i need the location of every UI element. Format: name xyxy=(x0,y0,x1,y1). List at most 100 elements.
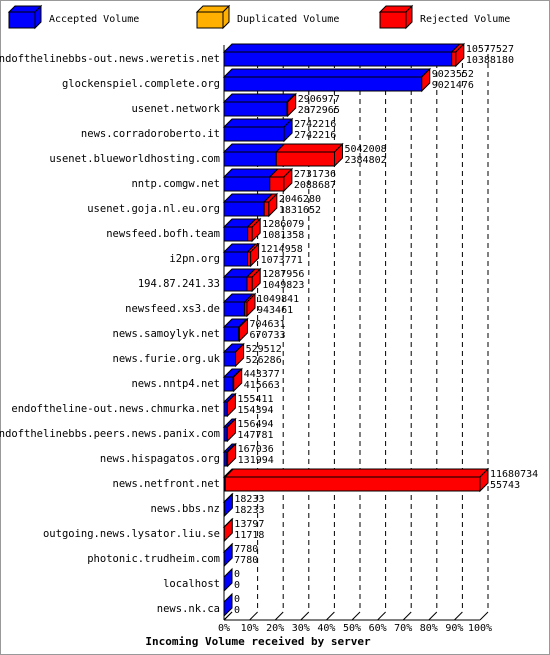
value-label: 154394 xyxy=(237,405,273,416)
legend-label: Rejected Volume xyxy=(420,14,510,25)
y-tick-label: news.nntp4.net xyxy=(131,378,220,390)
bar xyxy=(223,51,453,67)
bar-side xyxy=(251,217,261,243)
value-label: 443377 xyxy=(244,369,280,380)
value-label: 9021476 xyxy=(432,80,474,91)
y-tick-label: newsfeed.xs3.de xyxy=(125,303,220,315)
bar-side xyxy=(223,592,233,618)
bar-side xyxy=(283,167,293,193)
value-label: 0 xyxy=(234,569,240,580)
x-tick-label: 70% xyxy=(394,623,412,634)
bar-side xyxy=(226,392,236,418)
bar-top xyxy=(222,93,297,103)
bar-side xyxy=(334,142,344,168)
value-label: 155411 xyxy=(237,394,273,405)
x-axis-title: Incoming Volume received by server xyxy=(145,635,371,648)
bar xyxy=(223,276,248,292)
value-label: 2046280 xyxy=(279,194,321,205)
bar-side xyxy=(287,92,297,118)
bar-side xyxy=(235,342,245,368)
bar-side xyxy=(238,317,248,343)
y-tick-label: news.samoylyk.net xyxy=(113,328,220,340)
bar xyxy=(269,176,285,192)
bar xyxy=(263,201,270,217)
value-label: 529512 xyxy=(246,344,282,355)
bar-top xyxy=(222,168,279,178)
x-tick-label: 90% xyxy=(445,623,463,634)
bar-side xyxy=(251,267,261,293)
bar-side xyxy=(250,242,260,268)
x-tick xyxy=(249,611,258,621)
x-tick xyxy=(377,611,386,621)
bar xyxy=(223,376,234,392)
y-tick-label: news.furie.org.uk xyxy=(113,353,221,365)
x-tick-label: 20% xyxy=(266,623,284,634)
bar xyxy=(223,201,265,217)
bar xyxy=(223,251,249,267)
bar xyxy=(224,476,481,492)
value-label: 7780 xyxy=(234,555,258,566)
bar-top xyxy=(222,118,294,128)
x-tick-label: 10% xyxy=(241,623,259,634)
bar xyxy=(275,151,336,167)
y-tick-label: 194.87.241.33 xyxy=(138,278,220,290)
x-tick-label: 0% xyxy=(218,623,230,634)
legend-swatch xyxy=(379,11,407,29)
bar xyxy=(451,51,457,67)
bar-side xyxy=(233,367,243,393)
value-label: 10577527 xyxy=(466,44,514,55)
bar-side xyxy=(479,467,489,493)
value-label: 1049841 xyxy=(257,294,299,305)
value-label: 18233 xyxy=(234,505,264,516)
value-label: 131994 xyxy=(238,455,274,466)
value-label: 9023552 xyxy=(432,69,474,80)
x-tick-label: 40% xyxy=(317,623,335,634)
value-label: 1049823 xyxy=(262,280,304,291)
value-label: 13797 xyxy=(234,519,264,530)
legend-swatch-side xyxy=(222,4,230,30)
bar-side xyxy=(268,192,278,218)
value-label: 670733 xyxy=(249,330,285,341)
value-label: 0 xyxy=(234,605,240,616)
x-tick-label: 80% xyxy=(420,623,438,634)
value-label: 2384802 xyxy=(345,155,387,166)
y-tick-label: news.hispagatos.org xyxy=(100,453,220,465)
value-label: 2906977 xyxy=(298,94,340,105)
x-tick-label: 100% xyxy=(468,623,492,634)
legend-swatch-side xyxy=(34,4,42,30)
bar xyxy=(223,151,277,167)
bar-top xyxy=(222,68,431,78)
value-label: 1286079 xyxy=(262,219,304,230)
bar-side xyxy=(455,42,465,68)
value-label: 943461 xyxy=(257,305,293,316)
x-tick xyxy=(454,611,463,621)
value-label: 10388180 xyxy=(466,55,514,66)
y-tick-label: endofthelinebbs.peers.news.panix.com xyxy=(0,428,220,440)
x-tick xyxy=(326,611,335,621)
value-label: 2088687 xyxy=(294,180,336,191)
bar xyxy=(223,176,271,192)
bar-side xyxy=(223,492,233,518)
value-label: 704631 xyxy=(249,319,285,330)
x-tick xyxy=(300,611,310,621)
value-label: 167036 xyxy=(238,444,274,455)
bar-top xyxy=(224,468,490,478)
y-tick-label: localhost xyxy=(163,578,220,590)
bar-top xyxy=(222,43,461,53)
y-tick-label: endoftheline-out.news.chmurka.net xyxy=(11,403,220,415)
x-tick xyxy=(223,611,233,621)
bar-side xyxy=(421,67,431,93)
y-tick-label: news.corradoroberto.it xyxy=(81,128,220,140)
value-label: 55743 xyxy=(490,480,520,491)
legend-swatch-side xyxy=(405,4,413,30)
y-tick-label: endofthelinebbs-out.news.weretis.net xyxy=(0,53,220,65)
value-label: 2731736 xyxy=(294,169,336,180)
y-tick-label: news.netfront.net xyxy=(113,478,220,490)
bar xyxy=(223,76,423,92)
value-label: 18233 xyxy=(234,494,264,505)
x-tick-label: 60% xyxy=(369,623,387,634)
bar-side xyxy=(283,117,293,143)
value-label: 526286 xyxy=(246,355,282,366)
bar xyxy=(223,226,249,242)
